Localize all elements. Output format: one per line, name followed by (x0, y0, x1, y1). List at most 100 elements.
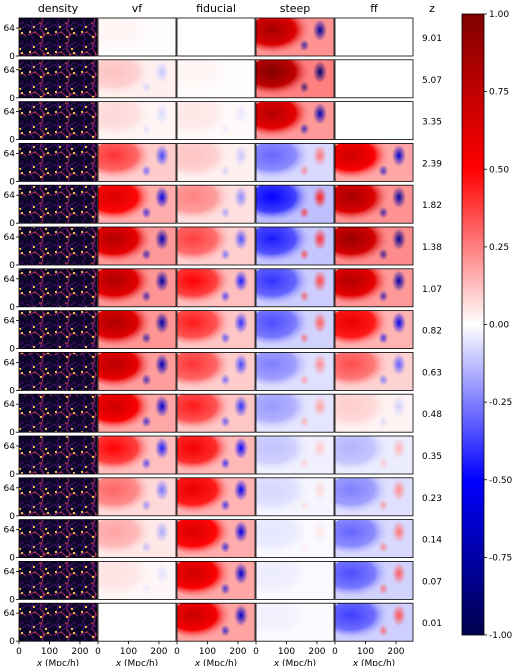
panel-frame (18, 184, 98, 224)
field-void (154, 269, 169, 292)
density-panel (19, 227, 97, 265)
column-title-vf: vf (132, 2, 144, 15)
panel-frame (334, 310, 414, 350)
x-tick-label: 100 (357, 647, 374, 657)
field-panel-vf (98, 561, 176, 600)
field-void (233, 144, 248, 167)
field-void (141, 582, 152, 595)
field-panel-fiducial (177, 268, 255, 307)
panel-frame (18, 393, 98, 433)
x-tick-label: 0 (95, 647, 101, 657)
panel-frame (176, 310, 256, 350)
field-void (220, 373, 231, 386)
field-void (220, 415, 231, 428)
panel-frame (97, 351, 177, 391)
panel-frame (176, 435, 256, 475)
field-void (312, 311, 327, 334)
column-titles: density vf fiducial steep ff z (38, 2, 435, 15)
column-title-steep: steep (280, 2, 311, 15)
panel-frame (334, 602, 414, 642)
colorbar-tick-label: 0.50 (489, 165, 509, 175)
panel-frame (97, 17, 177, 57)
panel-frame (18, 519, 98, 558)
panel-frame (255, 519, 335, 558)
x-tick-label: 0 (174, 647, 180, 657)
field-void (391, 228, 406, 251)
x-tick-label: 100 (199, 647, 216, 657)
field-void (220, 331, 231, 344)
field-void (154, 102, 169, 125)
panel-frame (255, 561, 335, 600)
x-axis-labels: x (Mpc/h) x (Mpc/h) x (Mpc/h) x (Mpc/h) x (M… (36, 659, 395, 666)
colorbar-bar (461, 13, 485, 636)
field-void (233, 395, 248, 418)
field-void (141, 373, 152, 386)
field-void (233, 186, 248, 209)
field-panel-fiducial (177, 310, 255, 349)
redshift-label: 1.07 (422, 285, 442, 295)
x-tick-label: 200 (387, 647, 404, 657)
panel-frame (97, 268, 177, 308)
field-void (233, 353, 248, 376)
x-axis-label-units: (Mpc/h) (358, 659, 395, 666)
field-void (391, 144, 406, 167)
field-void (233, 269, 248, 292)
field-lobe (98, 18, 157, 55)
density-panel (19, 18, 97, 56)
y-tick-0: 0 (9, 554, 15, 564)
redshift-label: 0.63 (422, 368, 442, 378)
panel-row (18, 310, 414, 350)
field-void (299, 206, 310, 219)
panel-frame (97, 142, 177, 182)
panel-frame (255, 226, 335, 266)
y-tick-64: 64 (4, 567, 16, 577)
panel-frame (255, 393, 335, 433)
field-panel-steep (256, 519, 334, 558)
redshift-label: 0.82 (422, 327, 442, 337)
field-panel-ff (335, 436, 413, 474)
field-panel-ff (335, 185, 413, 224)
panel-frame (255, 351, 335, 391)
panel-frame (176, 268, 256, 308)
field-void (233, 102, 248, 125)
field-void (154, 228, 169, 251)
field-void (391, 311, 406, 334)
panel-row (18, 561, 414, 600)
density-panel (19, 143, 97, 182)
field-void (391, 437, 406, 460)
density-panel (19, 519, 97, 558)
field-panel-vf (98, 143, 176, 182)
field-panel-steep (256, 18, 334, 56)
field-void (312, 102, 327, 125)
field-void (141, 206, 152, 219)
panel-frame (18, 226, 98, 266)
field-panel-ff (335, 352, 413, 391)
panel-frame (334, 17, 414, 57)
field-void (312, 437, 327, 460)
density-panel (19, 101, 97, 140)
field-void (220, 290, 231, 303)
y-tick-0: 0 (9, 637, 15, 647)
redshift-label: 9.01 (422, 34, 442, 44)
field-panel-ff (335, 561, 413, 600)
field-panel-steep (256, 394, 334, 433)
colorbar-tick-label: 0.75 (489, 88, 509, 98)
field-panel-vf (98, 268, 176, 307)
field-panel-ff (335, 603, 413, 642)
field-void (378, 331, 389, 344)
panel-frame (176, 602, 256, 642)
x-axis-label-units: (Mpc/h) (121, 659, 158, 666)
field-void (378, 373, 389, 386)
y-tick-64: 64 (4, 149, 16, 159)
field-panel-ff (335, 18, 413, 56)
field-void (220, 499, 231, 512)
y-tick-0: 0 (9, 595, 15, 605)
panel-frame (176, 226, 256, 266)
field-void (141, 122, 152, 135)
x-axis-label: x (Mpc/h) (273, 659, 316, 666)
x-axis-label-var: x (115, 659, 122, 666)
density-panel (19, 477, 97, 516)
field-panel-fiducial (177, 477, 255, 516)
field-panel-fiducial (177, 18, 255, 56)
panel-frame (176, 142, 256, 182)
